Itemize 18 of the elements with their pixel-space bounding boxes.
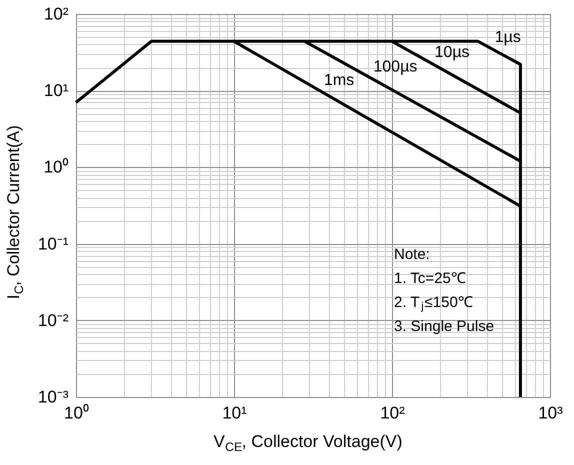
y-tick-label: 10⁻¹	[38, 234, 69, 254]
series-label: 1µs	[494, 29, 521, 46]
series-label: 100µs	[373, 58, 418, 76]
series-label: 10µs	[434, 44, 470, 61]
x-tick-label: 10³	[538, 404, 564, 422]
x-tick-label: 10²	[380, 404, 406, 422]
y-tick-label: 10⁻³	[38, 388, 69, 406]
series-label: 1ms	[324, 72, 354, 89]
y-tick-label: 10⁻²	[38, 310, 69, 330]
annotation: 3. Single Pulse	[394, 318, 494, 335]
y-axis-title: IC, Collector Current(A)	[4, 125, 26, 300]
x-tick-label: 10¹	[222, 404, 248, 422]
y-tick-label: 10¹	[44, 81, 69, 100]
y-tick-label: 10²	[44, 4, 69, 24]
x-tick-label: 10⁰	[64, 404, 89, 422]
annotation: Note:	[394, 246, 430, 263]
annotation: 1. Tc=25℃	[394, 270, 466, 287]
y-tick-label: 10⁰	[44, 158, 68, 177]
